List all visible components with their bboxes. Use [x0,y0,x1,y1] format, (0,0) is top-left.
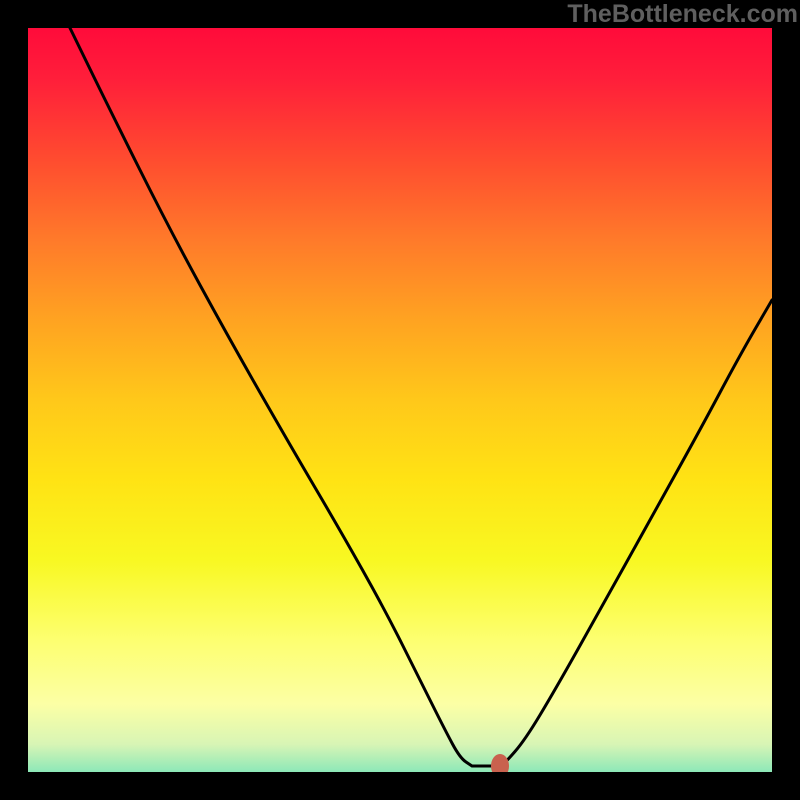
heat-gradient-background [0,0,800,800]
bottleneck-chart: TheBottleneck.com [0,0,800,800]
